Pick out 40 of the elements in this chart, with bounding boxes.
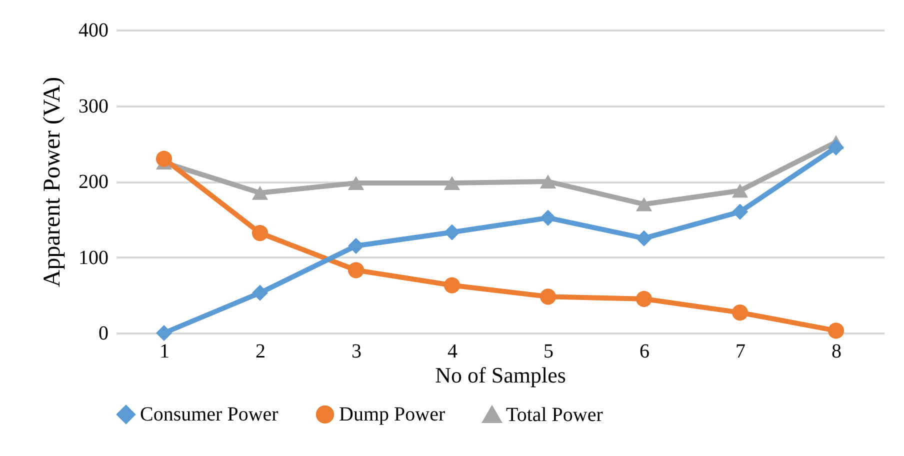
point — [444, 176, 460, 190]
y-tick-label: 300 — [78, 95, 108, 118]
legend-label: Consumer Power — [140, 403, 279, 426]
point — [348, 238, 364, 254]
point — [636, 230, 652, 246]
point — [252, 284, 268, 301]
point — [636, 290, 652, 307]
y-tick-label: 0 — [98, 322, 108, 344]
point — [732, 184, 748, 198]
x-tick-label: 4 — [448, 340, 458, 362]
point — [252, 186, 268, 200]
point — [636, 197, 652, 212]
point — [252, 224, 268, 242]
y-tick-label: 100 — [78, 246, 108, 269]
point — [828, 322, 844, 339]
point — [732, 204, 748, 220]
point — [348, 176, 364, 190]
legend-label: Total Power — [506, 404, 604, 426]
x-axis-title: No of Samples — [435, 362, 566, 388]
legend-label: Dump Power — [339, 403, 446, 426]
x-tick-label: 7 — [736, 340, 746, 362]
x-tick-label: 6 — [640, 340, 650, 362]
point — [828, 139, 844, 156]
y-axis-title: Apparent Power (VA) — [40, 76, 66, 288]
y-tick-label: 400 — [78, 20, 108, 42]
x-tick-label: 8 — [832, 340, 842, 362]
point — [540, 288, 556, 305]
point — [444, 224, 460, 240]
x-tick-label: 1 — [160, 340, 170, 362]
point — [732, 304, 748, 321]
point — [540, 174, 556, 188]
x-tick-label: 3 — [352, 340, 362, 362]
y-tick-label: 200 — [78, 171, 108, 193]
x-tick-label: 2 — [256, 340, 266, 362]
point — [156, 150, 172, 167]
point — [444, 277, 460, 294]
point — [540, 210, 556, 226]
point — [156, 324, 172, 342]
x-tick-label: 5 — [544, 340, 554, 362]
point — [348, 262, 364, 278]
